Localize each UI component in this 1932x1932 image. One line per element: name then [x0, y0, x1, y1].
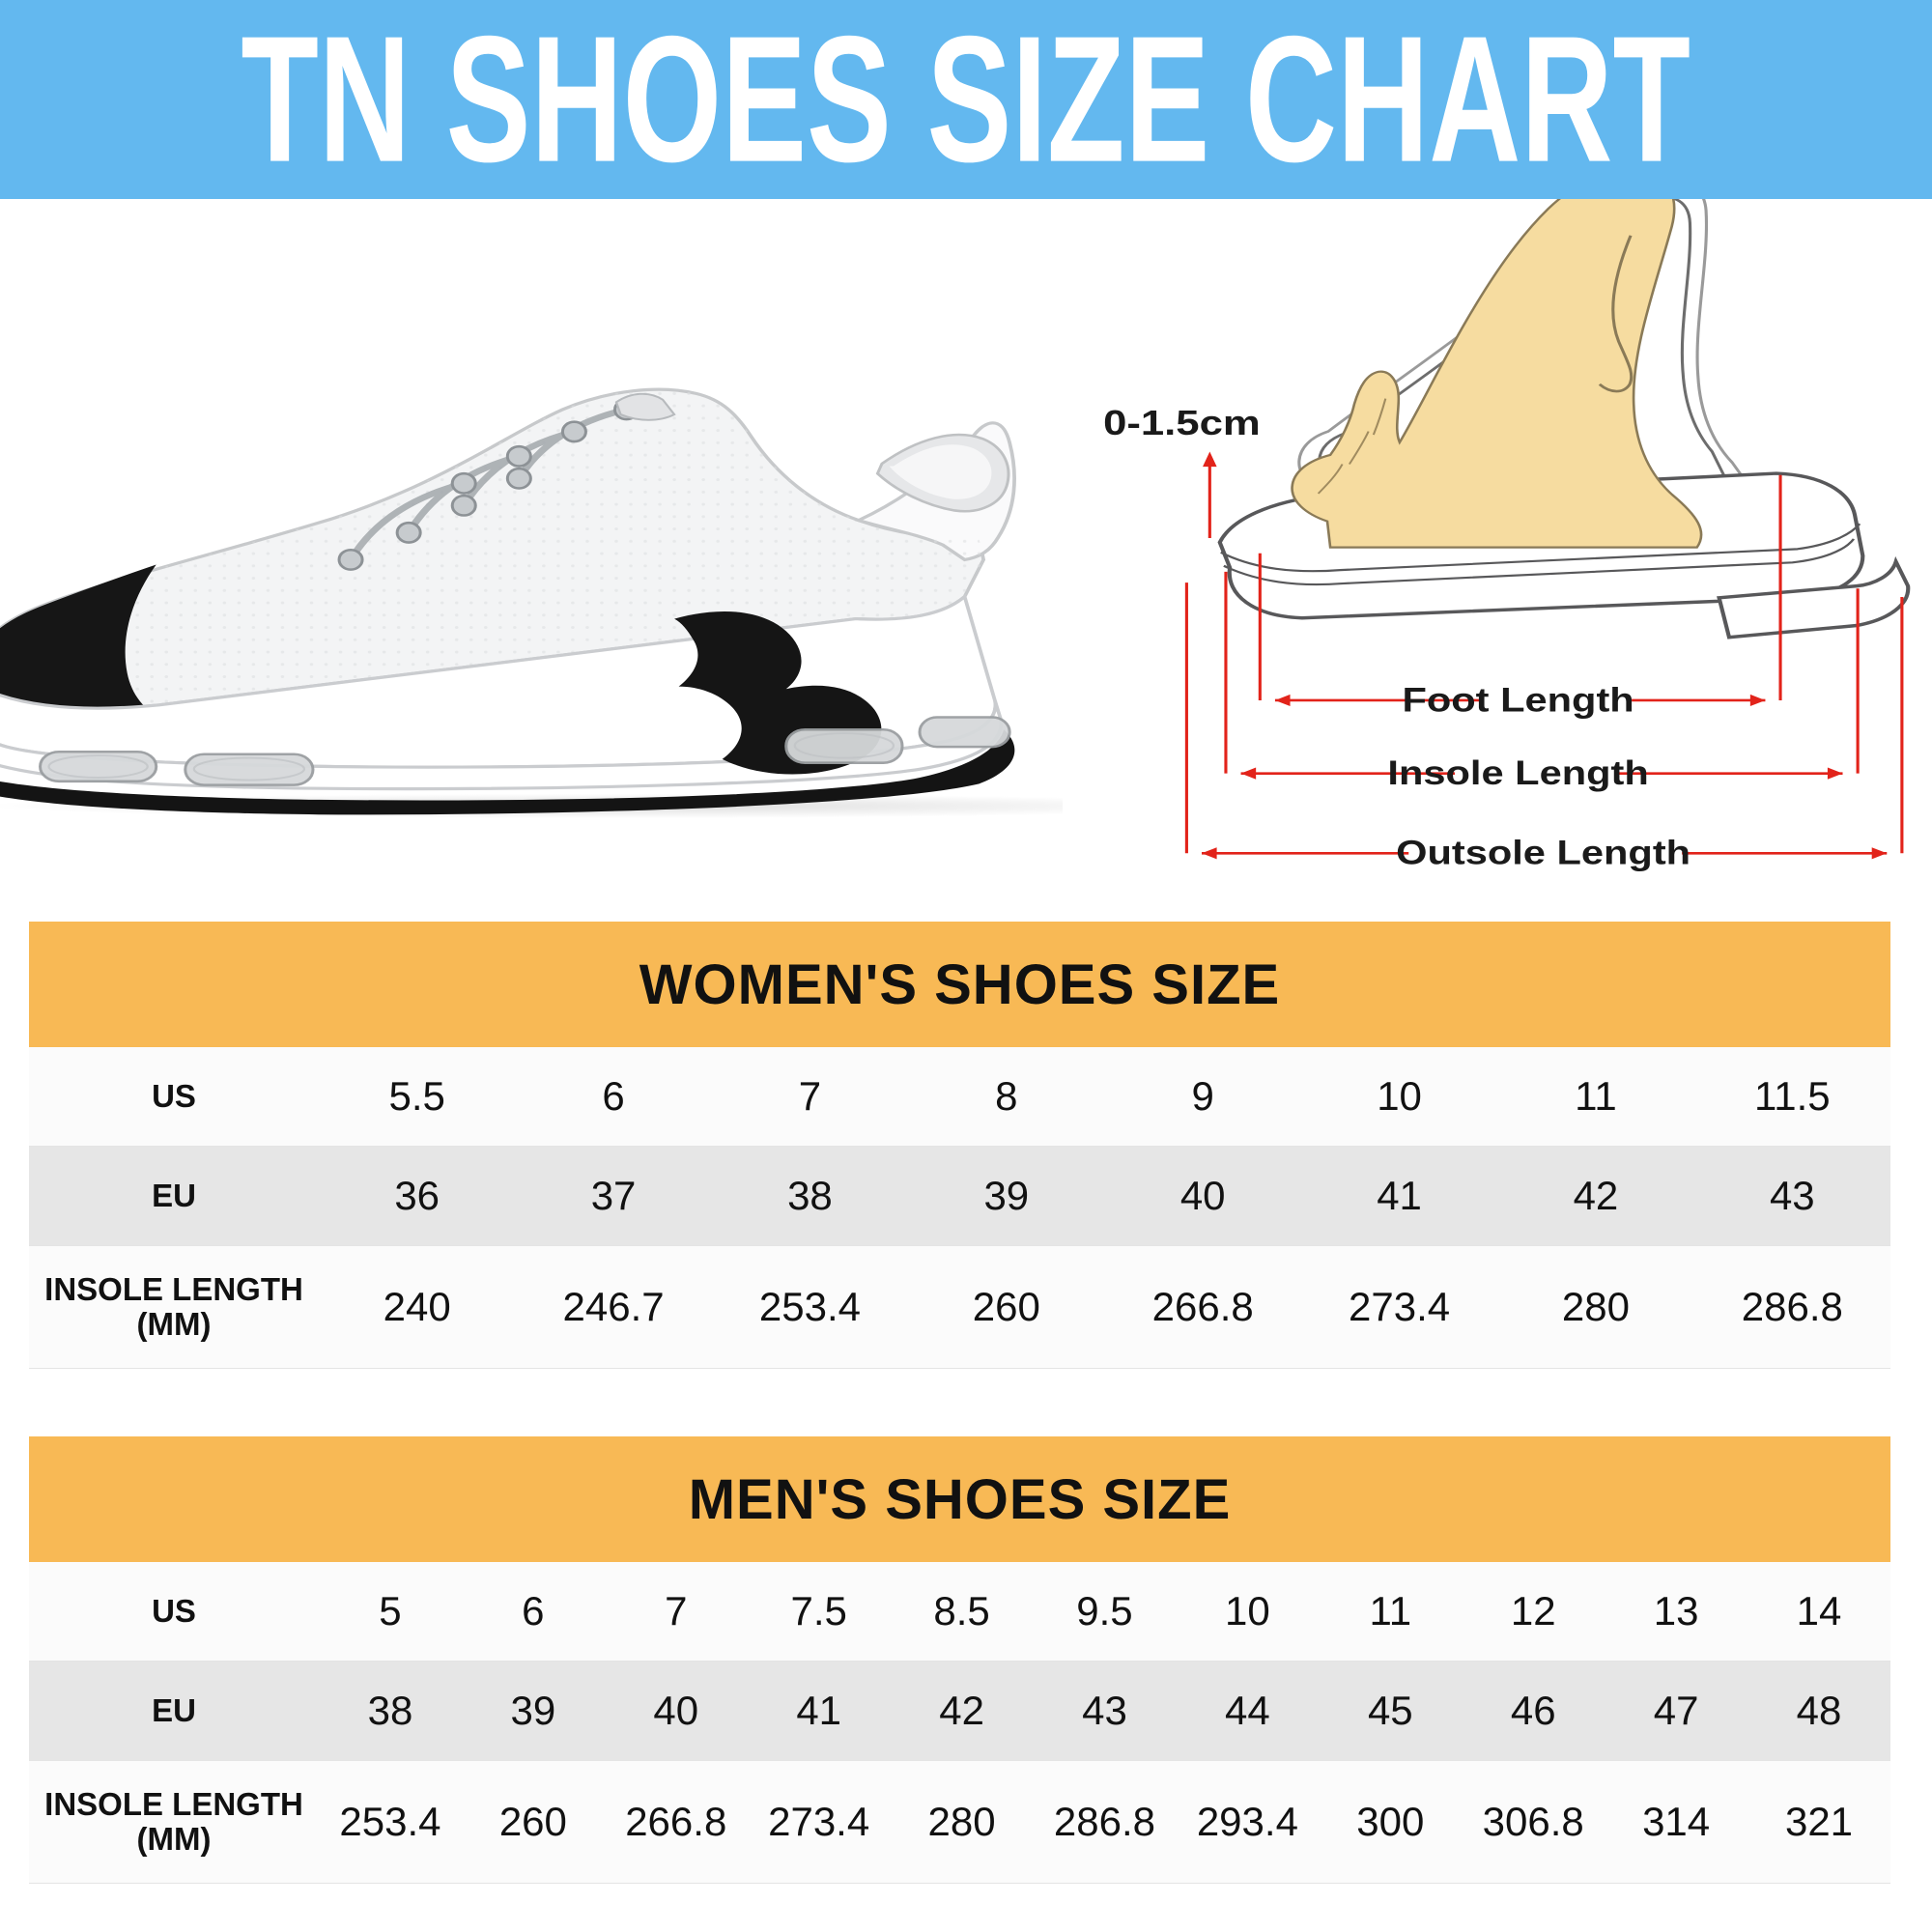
svg-text:0-1.5cm: 0-1.5cm — [1103, 403, 1261, 442]
svg-text:Outsole Length: Outsole Length — [1396, 835, 1690, 872]
svg-text:Insole Length: Insole Length — [1387, 754, 1648, 792]
svg-text:Foot Length: Foot Length — [1402, 681, 1634, 719]
